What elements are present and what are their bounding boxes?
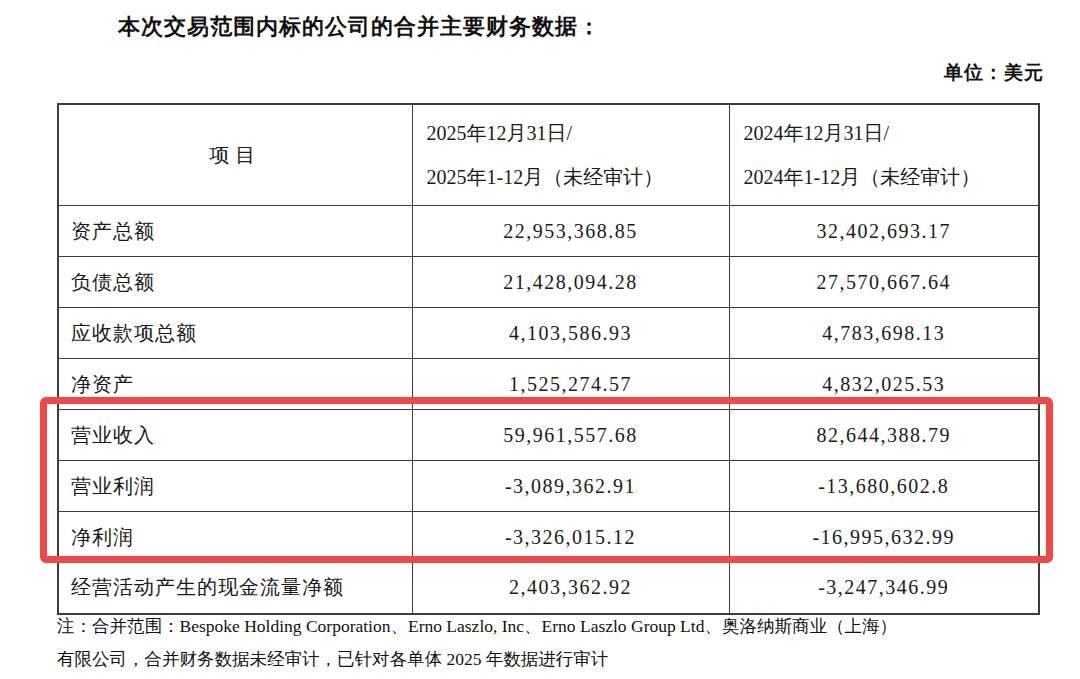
row-value-2025: 22,953,368.85 <box>412 206 729 257</box>
table-header-row: 项目 2025年12月31日/ 2025年1-12月（未经审计） 2024年12… <box>58 104 1039 206</box>
footnote-line2: 有限公司，合并财务数据未经审计，已针对各单体 2025 年数据进行审计 <box>57 643 1052 676</box>
header-2025-line2: 2025年1-12月（未经审计） <box>427 155 723 199</box>
table-row: 负债总额 21,428,094.28 27,570,667.64 <box>58 257 1039 308</box>
header-cell-item: 项目 <box>58 104 412 206</box>
footnote-line1: 注：合并范围：Bespoke Holding Corporation、Erno … <box>57 610 1052 643</box>
table-row: 应收款项总额 4,103,586.93 4,783,698.13 <box>58 308 1039 359</box>
table-row: 经营活动产生的现金流量净额 2,403,362.92 -3,247,346.99 <box>58 563 1039 614</box>
header-cell-2025: 2025年12月31日/ 2025年1-12月（未经审计） <box>412 104 729 206</box>
table-row: 净利润 -3,326,015.12 -16,995,632.99 <box>58 512 1039 563</box>
row-value-2025: 4,103,586.93 <box>412 308 729 359</box>
row-item-label: 资产总额 <box>58 206 412 257</box>
row-value-2024: -3,247,346.99 <box>729 563 1039 614</box>
row-item-label: 营业利润 <box>58 461 412 512</box>
row-item-label: 净资产 <box>58 359 412 410</box>
row-value-2024: 27,570,667.64 <box>729 257 1039 308</box>
row-value-2024: -16,995,632.99 <box>729 512 1039 563</box>
document-title: 本次交易范围内标的公司的合并主要财务数据： <box>118 12 601 42</box>
header-2024-line2: 2024年1-12月（未经审计） <box>744 155 1033 199</box>
document-page: 本次交易范围内标的公司的合并主要财务数据： 单位：美元 项目 2025年12月3… <box>0 0 1080 679</box>
row-item-label: 营业收入 <box>58 410 412 461</box>
header-2025-line1: 2025年12月31日/ <box>427 111 723 155</box>
row-value-2025: 2,403,362.92 <box>412 563 729 614</box>
footnote: 注：合并范围：Bespoke Holding Corporation、Erno … <box>57 610 1052 676</box>
table-body: 资产总额 22,953,368.85 32,402,693.17 负债总额 21… <box>58 206 1039 614</box>
table-row: 净资产 1,525,274.57 4,832,025.53 <box>58 359 1039 410</box>
row-value-2024: -13,680,602.8 <box>729 461 1039 512</box>
row-value-2024: 32,402,693.17 <box>729 206 1039 257</box>
table-row: 营业利润 -3,089,362.91 -13,680,602.8 <box>58 461 1039 512</box>
row-value-2025: 59,961,557.68 <box>412 410 729 461</box>
row-value-2025: -3,326,015.12 <box>412 512 729 563</box>
financial-table: 项目 2025年12月31日/ 2025年1-12月（未经审计） 2024年12… <box>57 103 1040 615</box>
row-item-label: 应收款项总额 <box>58 308 412 359</box>
header-2024-line1: 2024年12月31日/ <box>744 111 1033 155</box>
table-row: 资产总额 22,953,368.85 32,402,693.17 <box>58 206 1039 257</box>
row-value-2024: 4,832,025.53 <box>729 359 1039 410</box>
row-value-2025: 21,428,094.28 <box>412 257 729 308</box>
row-item-label: 净利润 <box>58 512 412 563</box>
row-value-2025: 1,525,274.57 <box>412 359 729 410</box>
row-value-2025: -3,089,362.91 <box>412 461 729 512</box>
row-value-2024: 82,644,388.79 <box>729 410 1039 461</box>
header-cell-2024: 2024年12月31日/ 2024年1-12月（未经审计） <box>729 104 1039 206</box>
row-item-label: 经营活动产生的现金流量净额 <box>58 563 412 614</box>
row-item-label: 负债总额 <box>58 257 412 308</box>
unit-label: 单位：美元 <box>944 60 1044 86</box>
table-row: 营业收入 59,961,557.68 82,644,388.79 <box>58 410 1039 461</box>
row-value-2024: 4,783,698.13 <box>729 308 1039 359</box>
